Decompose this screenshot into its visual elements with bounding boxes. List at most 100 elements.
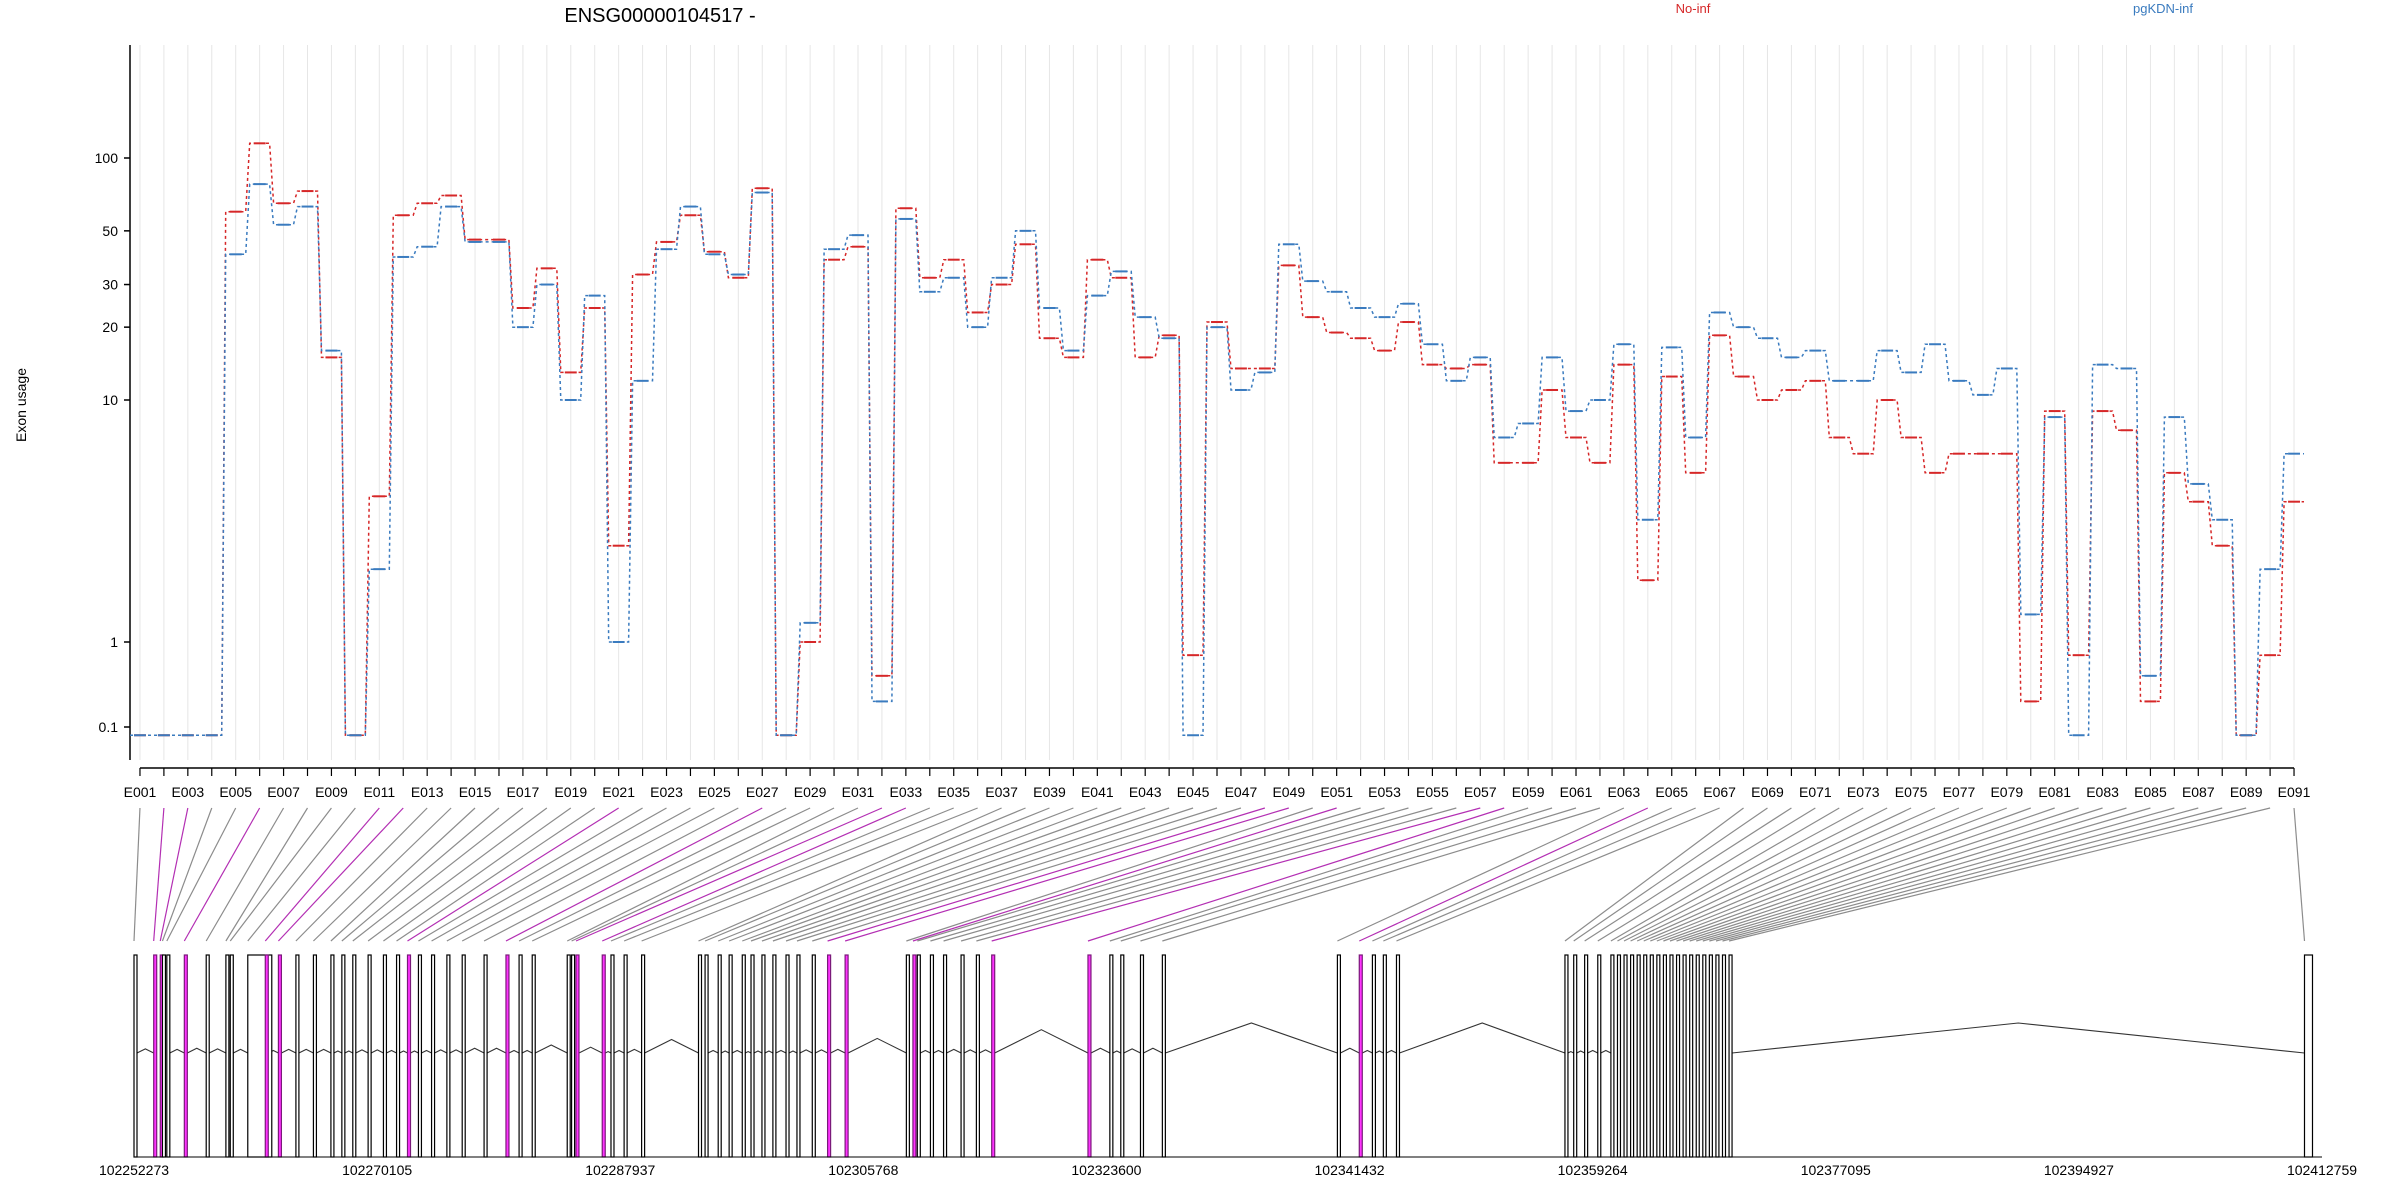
exon-connector: [906, 807, 1313, 942]
intron: [1362, 1049, 1373, 1054]
exon-block: [153, 954, 158, 1158]
exon-block: [225, 954, 230, 1158]
exon-block: [133, 954, 138, 1158]
exon-block: [601, 954, 606, 1158]
intron: [1731, 1022, 2305, 1054]
exon-block: [844, 954, 849, 1158]
coordinate-label: 102323600: [1071, 1162, 1141, 1178]
exon-block: [1715, 954, 1720, 1158]
exon-connector: [601, 807, 907, 942]
x-tick-label: E087: [2182, 784, 2215, 800]
exon-connector: [518, 807, 787, 942]
coordinate-label: 102341432: [1315, 1162, 1385, 1178]
exon-block: [518, 954, 523, 1158]
exon-connector: [728, 807, 1074, 942]
intron: [764, 1050, 774, 1054]
x-tick-label: E077: [1943, 784, 1976, 800]
exon-block: [312, 954, 318, 1158]
exon-block: [367, 954, 372, 1158]
exon-connector: [917, 807, 1361, 942]
x-tick-label: E057: [1464, 784, 1497, 800]
exon-connector: [1696, 807, 2151, 942]
coordinate-label: 102305768: [828, 1162, 898, 1178]
x-tick-label: E055: [1416, 784, 1449, 800]
coordinate-label: 102394927: [2044, 1162, 2114, 1178]
exon-connector: [1610, 807, 1840, 942]
intron: [1123, 1048, 1141, 1054]
intron: [994, 1029, 1089, 1054]
exon-connector: [1630, 807, 1912, 942]
exon-connector: [1702, 807, 2175, 942]
x-tick-label: E021: [602, 784, 635, 800]
x-tick-label: E015: [459, 784, 492, 800]
exon-block: [395, 954, 401, 1158]
exon-block: [264, 954, 269, 1158]
intron: [933, 1049, 944, 1054]
intron: [1375, 1050, 1384, 1054]
intron: [775, 1049, 787, 1054]
x-tick-label: E081: [2038, 784, 2071, 800]
exon-block: [352, 954, 357, 1158]
coordinate-label: 102359264: [1558, 1162, 1628, 1178]
exon-block: [1689, 954, 1694, 1158]
exon-block: [1120, 954, 1125, 1158]
intron: [613, 1049, 625, 1054]
intron: [1165, 1022, 1338, 1054]
exon-block: [1675, 954, 1681, 1158]
exon-connector: [1715, 807, 2223, 942]
exon-block: [761, 954, 766, 1158]
y-axis-label: Exon usage: [13, 368, 29, 442]
intron: [1399, 1022, 1566, 1054]
exon-block: [916, 954, 921, 1158]
exon-connector: [352, 807, 524, 942]
exon-connector: [1722, 807, 2247, 942]
exon-connector: [1709, 807, 2199, 942]
x-tick-label: E047: [1225, 784, 1258, 800]
exon-connector: [431, 807, 667, 942]
intron: [946, 1048, 962, 1054]
intron: [449, 1049, 463, 1054]
exon-block: [912, 954, 917, 1158]
exon-connector: [1564, 807, 1744, 942]
intron: [534, 1044, 568, 1054]
exon-connector: [446, 807, 691, 942]
intron: [1576, 1050, 1585, 1054]
intron: [316, 1048, 332, 1054]
exon-block: [772, 954, 777, 1158]
exon-connector: [930, 807, 1385, 942]
intron: [963, 1049, 977, 1054]
y-tick-label: 50: [102, 223, 118, 239]
exon-block: [406, 954, 412, 1158]
exon-connector: [750, 807, 1122, 942]
intron: [578, 1046, 603, 1054]
exon-block: [505, 954, 510, 1158]
exon-block: [1382, 954, 1387, 1158]
exon-block: [750, 954, 755, 1158]
exon-block: [1662, 954, 1668, 1158]
exon-block: [330, 954, 335, 1158]
exon-block: [960, 954, 965, 1158]
coordinate-label: 102412759: [2287, 1162, 2357, 1178]
exon-block: [341, 954, 346, 1158]
intron: [187, 1047, 207, 1054]
x-tick-label: E039: [1033, 784, 1066, 800]
exon-connector: [247, 807, 356, 942]
exon-block: [295, 954, 300, 1158]
intron: [333, 1050, 343, 1054]
exon-block: [1629, 954, 1635, 1158]
exon-block: [796, 954, 801, 1158]
exon-connector: [531, 807, 811, 942]
exon-connector: [367, 807, 548, 942]
exon-connector: [330, 807, 476, 942]
exon-block: [1643, 954, 1648, 1158]
exon-block: [991, 954, 996, 1158]
exon-block: [623, 954, 628, 1158]
exon-connector: [991, 807, 1481, 942]
intron: [208, 1048, 227, 1054]
intron: [644, 1038, 699, 1054]
intron: [1587, 1049, 1599, 1054]
exon-block: [483, 954, 488, 1158]
exon-block: [717, 954, 722, 1158]
intron: [434, 1049, 448, 1054]
